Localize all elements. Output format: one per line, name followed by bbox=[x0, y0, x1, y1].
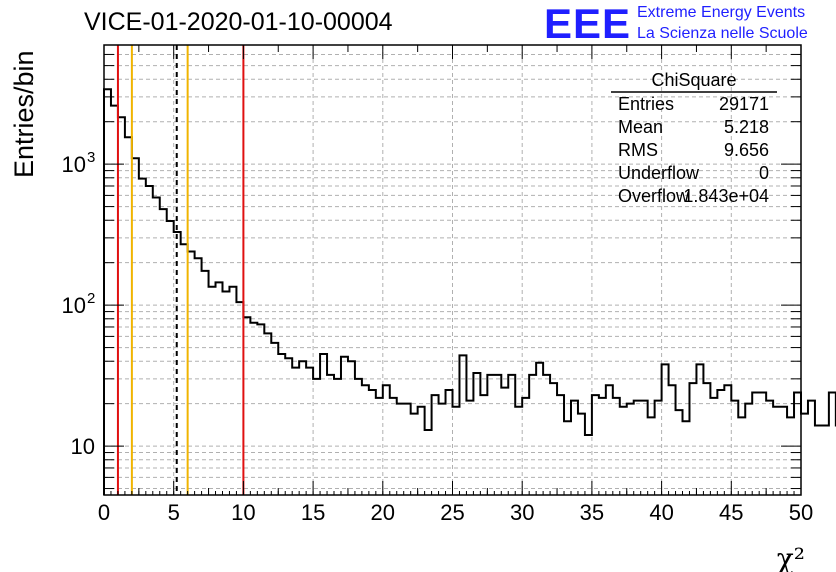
y-tick-exponent: 3 bbox=[87, 149, 95, 166]
x-tick-label: 0 bbox=[98, 500, 110, 525]
x-tick-label: 15 bbox=[301, 500, 325, 525]
x-tick-label: 45 bbox=[719, 500, 743, 525]
stats-label: RMS bbox=[618, 140, 658, 160]
stats-box: ChiSquare Entries 29171 Mean 5.218 RMS 9… bbox=[611, 70, 777, 206]
stats-value: 0 bbox=[759, 163, 769, 183]
x-tick-label: 25 bbox=[440, 500, 464, 525]
x-axis-label: χ² bbox=[777, 542, 805, 572]
x-tick-label: 20 bbox=[371, 500, 395, 525]
stats-value: 29171 bbox=[719, 94, 769, 114]
y-tick-exponent: 2 bbox=[87, 290, 95, 307]
stats-label: Underflow bbox=[618, 163, 700, 183]
y-tick-label: 10 bbox=[62, 293, 86, 318]
stats-name: ChiSquare bbox=[651, 70, 736, 90]
histogram-step bbox=[103, 88, 836, 495]
logo-tagline-2: La Scienza nelle Scuole bbox=[637, 25, 808, 42]
x-tick-label: 10 bbox=[231, 500, 255, 525]
x-tick-label: 50 bbox=[789, 500, 813, 525]
x-tick-label: 30 bbox=[510, 500, 534, 525]
histogram-line bbox=[103, 88, 836, 495]
y-tick-label: 10 bbox=[62, 152, 86, 177]
stats-label: Mean bbox=[618, 117, 663, 137]
eee-logo: EEE bbox=[544, 0, 632, 47]
stats-label: Overflow bbox=[618, 186, 690, 206]
axis-ticks bbox=[103, 44, 802, 495]
stats-value: 1.843e+04 bbox=[683, 186, 769, 206]
logo-tagline-1: Extreme Energy Events bbox=[637, 4, 806, 21]
stats-value: 9.656 bbox=[724, 140, 769, 160]
x-tick-label: 5 bbox=[168, 500, 180, 525]
chart-title: VICE-01-2020-01-10-00004 bbox=[84, 8, 393, 36]
stats-label: Entries bbox=[618, 94, 674, 114]
marker-lines bbox=[116, 45, 245, 495]
y-axis-label: Entries/bin bbox=[9, 50, 39, 178]
stats-value: 5.218 bbox=[724, 117, 769, 137]
x-tick-label: 40 bbox=[649, 500, 673, 525]
x-tick-label: 35 bbox=[580, 500, 604, 525]
y-tick-label: 10 bbox=[71, 434, 95, 459]
